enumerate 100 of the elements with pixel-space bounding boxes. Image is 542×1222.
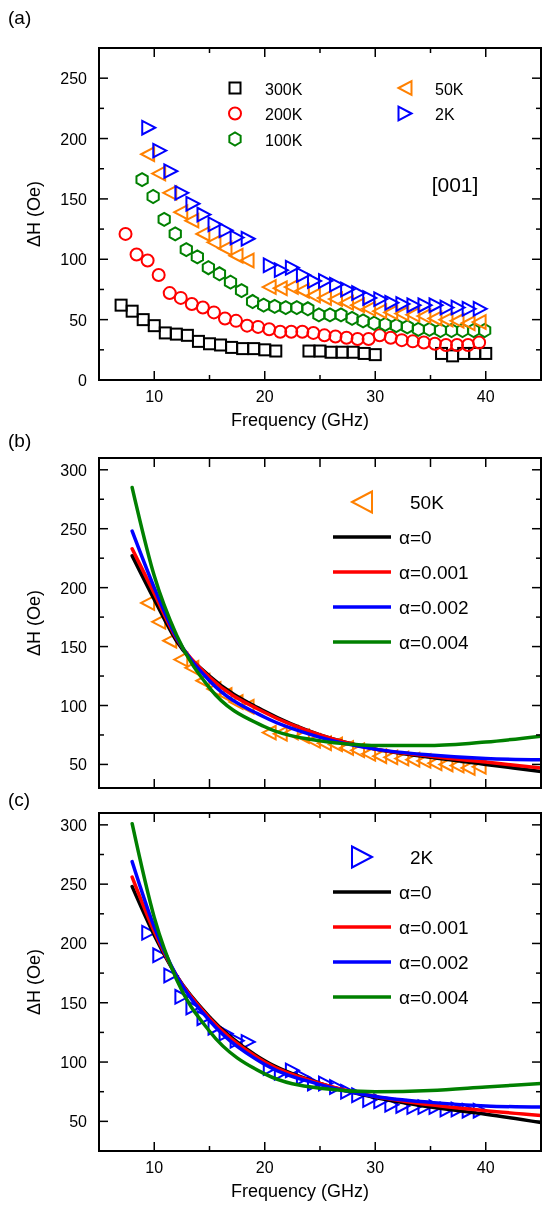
point — [140, 146, 156, 163]
x-tick-label: 40 — [476, 388, 495, 405]
point — [146, 188, 160, 204]
point — [163, 163, 179, 179]
point — [405, 306, 421, 323]
point — [184, 296, 199, 311]
x-tick-label: 40 — [476, 1159, 495, 1176]
point — [284, 324, 299, 339]
point — [444, 323, 459, 338]
point — [422, 321, 437, 337]
point — [356, 313, 370, 329]
point — [350, 742, 366, 759]
x-tick-label: 10 — [145, 388, 164, 405]
point — [258, 343, 272, 357]
point — [435, 346, 449, 360]
point — [479, 346, 493, 360]
point — [329, 276, 345, 293]
legend-label: α=0.002 — [399, 596, 469, 618]
point — [284, 1062, 300, 1079]
legend-label: 200K — [265, 106, 303, 123]
y-tick-label: 150 — [60, 638, 88, 656]
point — [225, 340, 239, 354]
point — [394, 750, 410, 767]
point — [446, 349, 460, 363]
point — [236, 342, 250, 356]
point — [206, 305, 221, 320]
point — [372, 303, 388, 320]
point — [327, 291, 343, 307]
y-tick-label: 200 — [60, 935, 88, 953]
point — [294, 282, 310, 299]
point — [295, 324, 310, 339]
point — [362, 290, 378, 306]
point — [460, 315, 476, 332]
y-axis-title: ΔH (Oe) — [24, 589, 44, 657]
point — [228, 247, 244, 264]
point — [378, 316, 392, 332]
y-tick-label: 300 — [60, 816, 88, 834]
y-tick-label: 100 — [60, 697, 88, 715]
point — [217, 240, 233, 257]
point — [302, 344, 316, 358]
point — [261, 724, 277, 741]
point — [114, 298, 128, 312]
point — [400, 319, 414, 335]
point — [450, 299, 466, 316]
point — [372, 748, 388, 764]
point — [217, 311, 232, 326]
point — [261, 279, 277, 295]
point — [212, 266, 227, 282]
point — [234, 283, 249, 299]
point — [384, 294, 400, 311]
point — [383, 304, 399, 321]
point — [152, 142, 168, 159]
x-tick-label: 30 — [366, 388, 385, 405]
legend-label: α=0.001 — [399, 916, 469, 938]
point — [140, 253, 155, 268]
point — [461, 300, 477, 317]
point — [339, 294, 355, 311]
point — [245, 294, 260, 310]
y-tick-label: 100 — [60, 251, 88, 269]
point — [206, 234, 222, 251]
point — [190, 249, 204, 265]
point — [147, 319, 161, 333]
y-tick-label: 250 — [60, 876, 88, 894]
point — [351, 285, 367, 301]
point — [306, 273, 322, 289]
point — [136, 313, 150, 327]
chart-title: (c) — [8, 789, 31, 810]
point — [223, 274, 238, 290]
point — [383, 749, 399, 766]
legend-label: 50K — [410, 491, 445, 513]
point — [184, 212, 200, 229]
y-tick-label: 250 — [60, 70, 88, 88]
legend-label: α=0.001 — [399, 561, 469, 583]
point — [184, 659, 200, 676]
point — [173, 204, 189, 221]
legend-label: α=0 — [399, 881, 432, 903]
point — [283, 279, 299, 295]
point — [433, 323, 448, 338]
point — [339, 740, 355, 756]
point — [312, 307, 326, 323]
point — [273, 262, 289, 278]
point — [162, 185, 178, 201]
point — [427, 310, 443, 327]
point — [428, 297, 444, 313]
point — [272, 280, 288, 297]
point — [471, 314, 487, 330]
point — [389, 318, 403, 334]
annotation: [001] — [431, 173, 479, 196]
point — [472, 335, 487, 350]
point — [169, 327, 183, 341]
point — [214, 338, 228, 352]
y-tick-label: 200 — [60, 579, 88, 597]
point — [427, 336, 442, 351]
point — [340, 281, 356, 298]
x-tick-label: 10 — [145, 1159, 164, 1176]
point — [373, 291, 389, 307]
point — [472, 300, 488, 317]
point — [329, 1079, 345, 1095]
x-axis-title: Frequency (GHz) — [230, 410, 370, 430]
point — [438, 311, 454, 328]
